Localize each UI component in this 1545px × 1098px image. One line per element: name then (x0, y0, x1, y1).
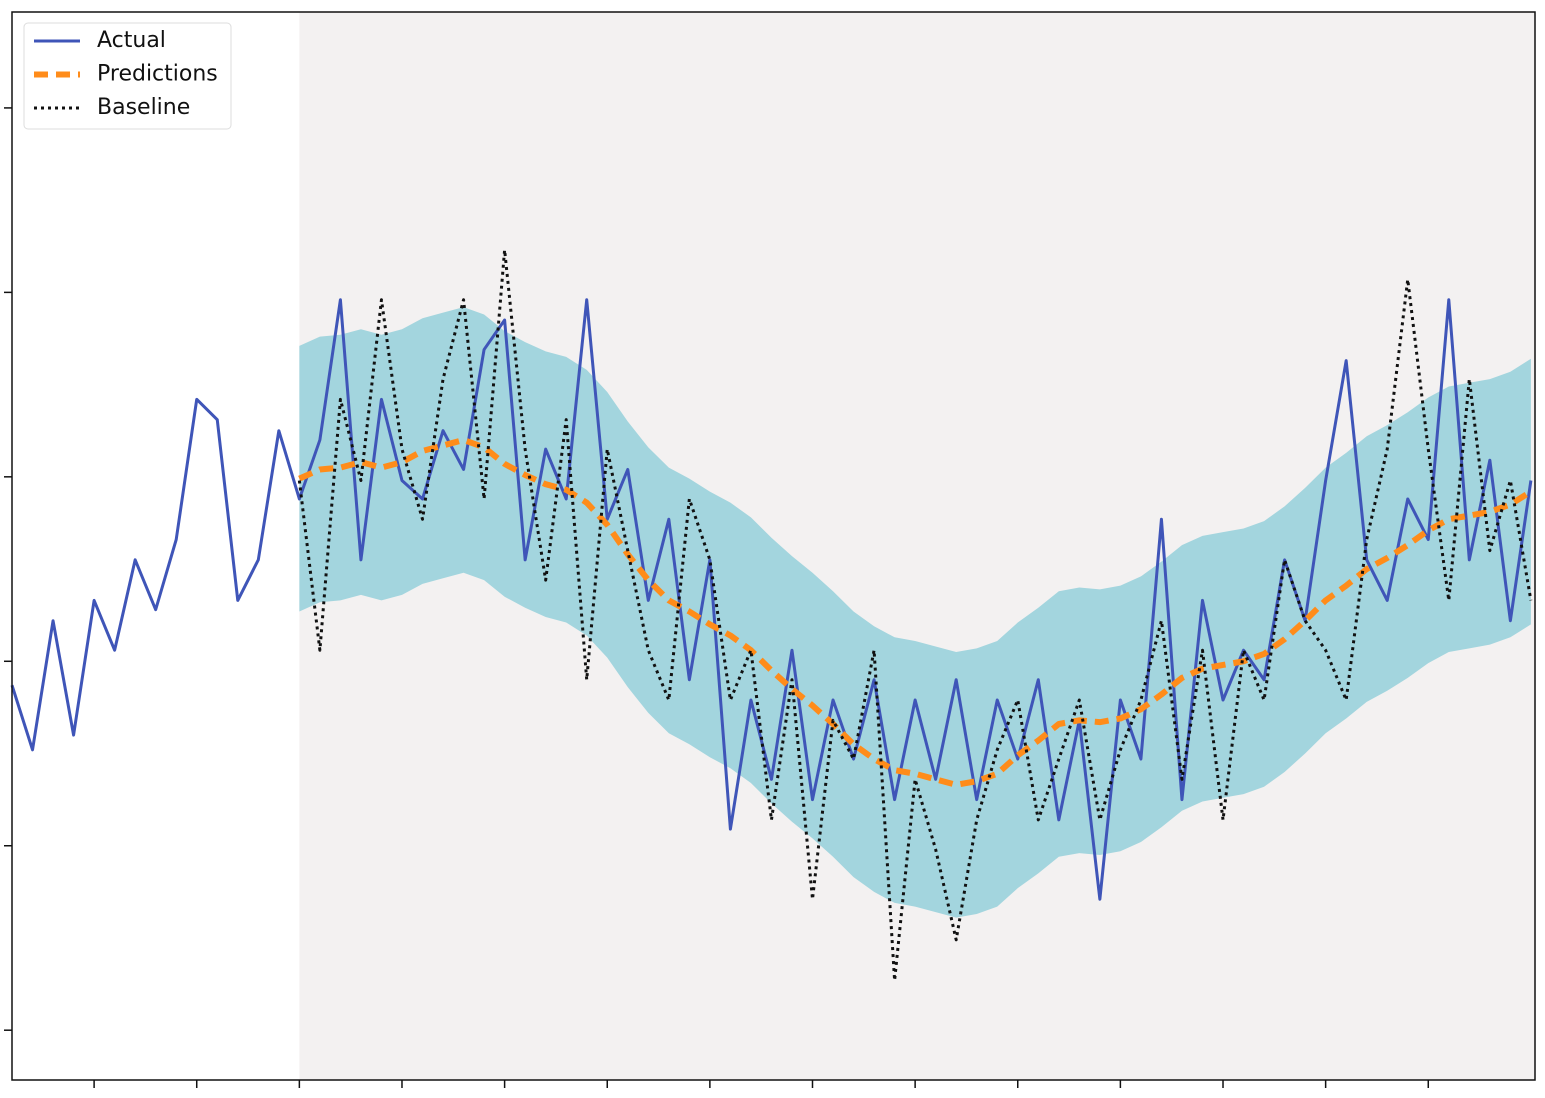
legend: Actual Predictions Baseline (23, 22, 232, 130)
legend-label: Actual (97, 28, 166, 53)
series-line (297, 248, 1533, 982)
plot-frame (11, 11, 1536, 1081)
legend-label: Baseline (97, 95, 190, 120)
series-line (298, 436, 1533, 788)
legend-box (23, 22, 232, 130)
legend-label: Predictions (97, 62, 218, 87)
